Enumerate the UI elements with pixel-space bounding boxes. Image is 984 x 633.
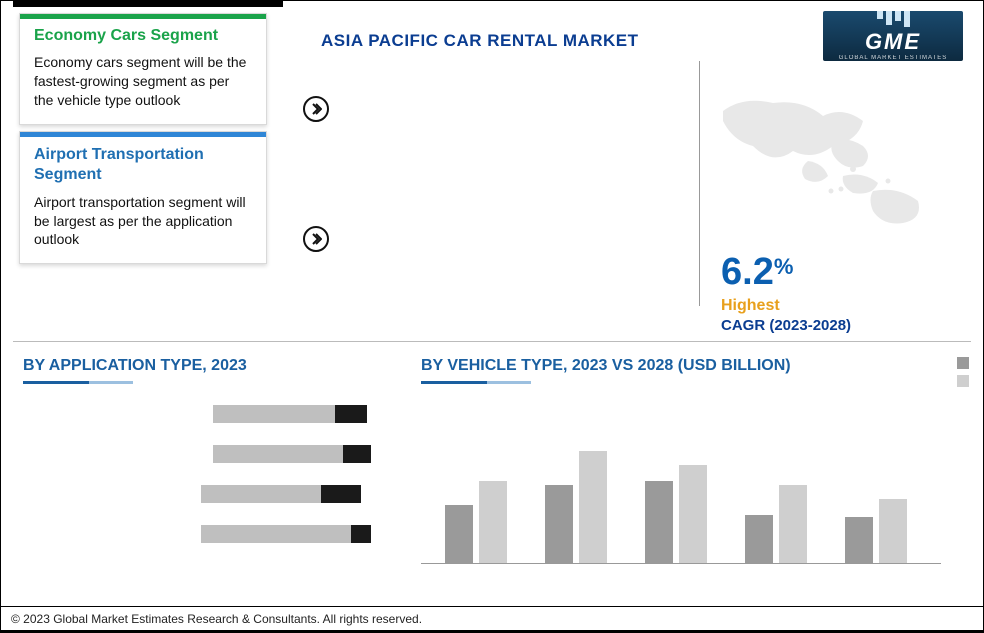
vehicle-chart-section: BY VEHICLE TYPE, 2023 VS 2028 (USD BILLI… <box>421 357 961 564</box>
cagr-value: 6.2% <box>721 251 793 294</box>
section-title: BY VEHICLE TYPE, 2023 VS 2028 (USD BILLI… <box>421 357 961 375</box>
card-accent <box>20 132 266 137</box>
hbar-row <box>23 444 393 464</box>
segment-card-economy: Economy Cars Segment Economy cars segmen… <box>19 13 267 125</box>
vertical-divider <box>699 61 700 306</box>
horizontal-divider <box>13 341 971 342</box>
top-accent-bar <box>13 1 283 7</box>
bar-group <box>841 499 911 563</box>
cagr-number: 6.2 <box>721 251 774 293</box>
legend-swatch <box>957 357 969 369</box>
segment-body: Airport transportation segment will be l… <box>34 193 252 250</box>
bar-group <box>741 485 811 563</box>
cagr-highest-label: Highest <box>721 297 780 315</box>
segment-title: Economy Cars Segment <box>34 27 252 45</box>
logo-bars-icon <box>877 11 910 27</box>
cagr-percent-sign: % <box>774 254 794 279</box>
logo-subtext: GLOBAL MARKET ESTIMATES <box>839 55 948 61</box>
chevron-icon <box>303 96 329 122</box>
vehicle-bar-chart <box>421 414 941 564</box>
hbar-row <box>23 484 393 504</box>
segment-card-airport: Airport Transportation Segment Airport t… <box>19 131 267 265</box>
logo-text: GME <box>865 29 921 55</box>
legend-swatch <box>957 375 969 387</box>
bar-group <box>441 481 511 563</box>
legend-item <box>957 375 969 387</box>
bar-group <box>541 451 611 563</box>
page-title: ASIA PACIFIC CAR RENTAL MARKET <box>321 31 639 51</box>
hbar-row <box>23 524 393 544</box>
asia-pacific-map-icon <box>713 91 943 231</box>
card-accent <box>20 14 266 19</box>
chevron-icon <box>303 226 329 252</box>
cagr-range-label: CAGR (2023-2028) <box>721 317 851 334</box>
legend-item <box>957 357 969 369</box>
segment-body: Economy cars segment will be the fastest… <box>34 53 252 110</box>
footer-text: © 2023 Global Market Estimates Research … <box>11 612 422 626</box>
brand-logo: GME GLOBAL MARKET ESTIMATES <box>823 11 963 61</box>
application-hbar-chart <box>23 404 393 544</box>
segment-title: Airport Transportation Segment <box>34 145 252 185</box>
section-underline <box>23 381 133 384</box>
hbar-row <box>23 404 393 424</box>
application-chart-section: BY APPLICATION TYPE, 2023 <box>23 357 393 544</box>
section-underline <box>421 381 531 384</box>
bar-group <box>641 465 711 563</box>
section-title: BY APPLICATION TYPE, 2023 <box>23 357 393 375</box>
footer-copyright: © 2023 Global Market Estimates Research … <box>1 606 983 632</box>
vehicle-chart-legend <box>957 357 969 393</box>
